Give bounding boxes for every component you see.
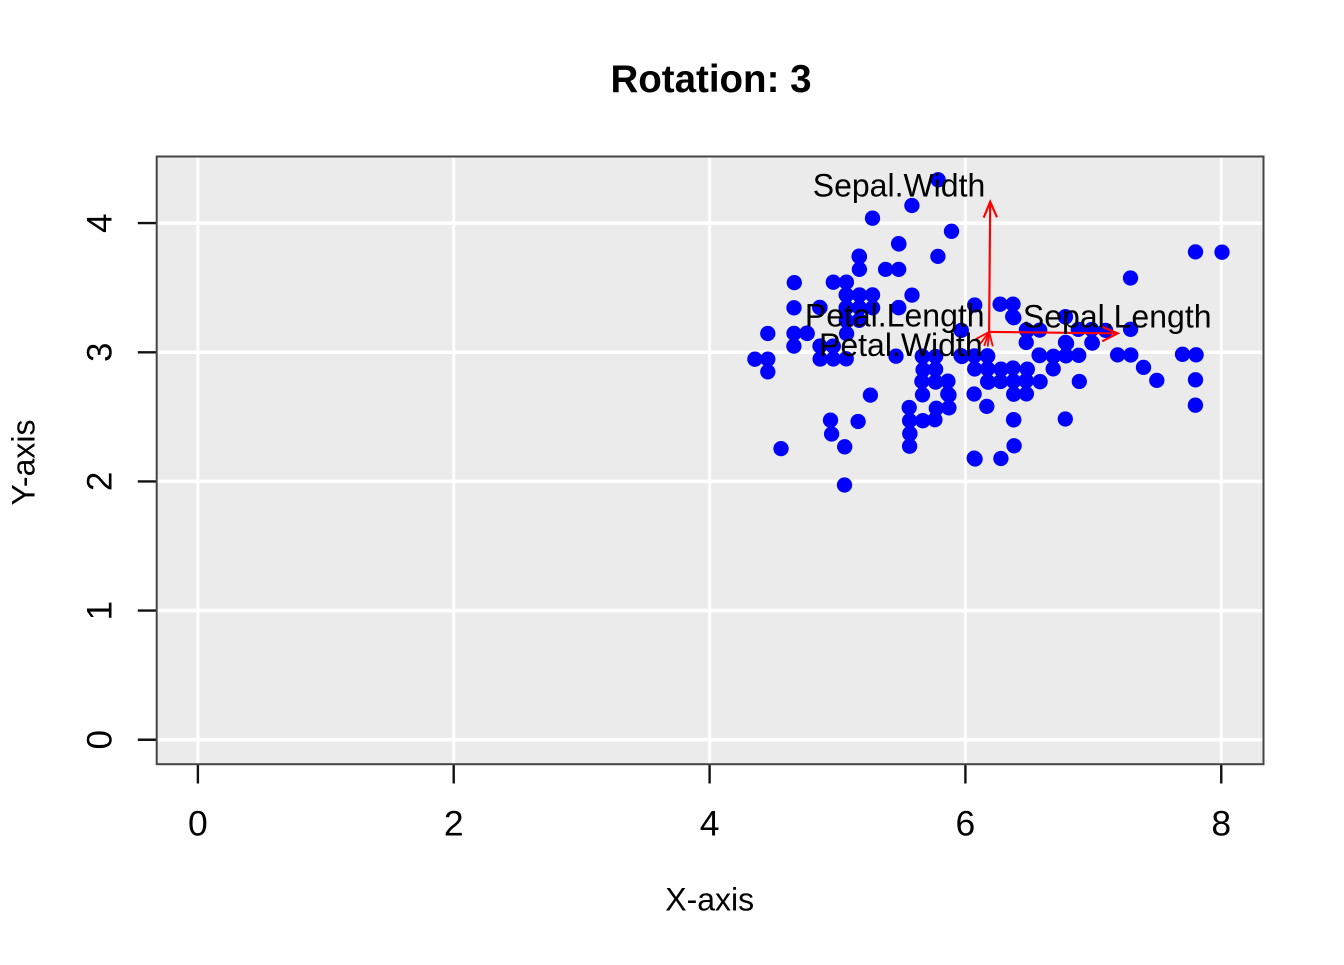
svg-text:3: 3 xyxy=(81,343,120,362)
svg-text:1: 1 xyxy=(81,601,120,620)
svg-text:Rotation: 3: Rotation: 3 xyxy=(610,58,811,101)
svg-text:8: 8 xyxy=(1211,804,1231,844)
svg-text:Petal.Length: Petal.Length xyxy=(805,297,985,333)
svg-text:0: 0 xyxy=(188,804,208,844)
svg-text:2: 2 xyxy=(81,472,120,491)
svg-text:2: 2 xyxy=(444,804,464,844)
svg-text:6: 6 xyxy=(956,804,976,844)
svg-text:Sepal.Length: Sepal.Length xyxy=(1023,299,1212,335)
svg-text:Petal.Width: Petal.Width xyxy=(819,327,983,363)
svg-text:Sepal.Width: Sepal.Width xyxy=(813,168,986,204)
svg-text:0: 0 xyxy=(81,730,120,749)
svg-text:4: 4 xyxy=(700,804,720,844)
svg-text:Y-axis: Y-axis xyxy=(6,420,42,506)
svg-text:X-axis: X-axis xyxy=(665,882,754,918)
svg-text:4: 4 xyxy=(81,213,120,232)
